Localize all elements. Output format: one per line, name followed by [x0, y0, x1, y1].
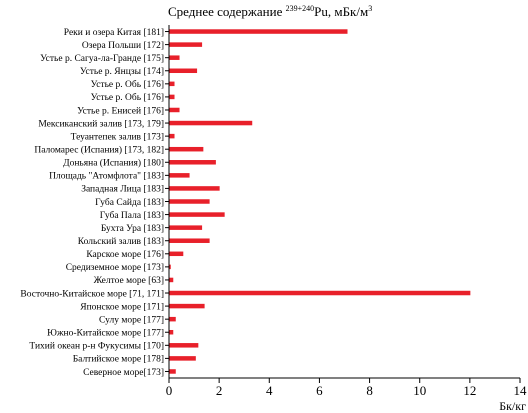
y-tick-label: Тихий океан р-н Фукусимы [170]	[29, 341, 164, 352]
chart-title-suffix: , мБк/м	[328, 4, 368, 19]
bar	[169, 120, 253, 126]
y-tick-label: Площадь "Атомфлота" [183]	[49, 171, 164, 182]
y-tick-label: Восточно-Китайское море [71, 171]	[20, 288, 164, 299]
bar	[169, 94, 175, 100]
bar	[169, 264, 171, 270]
bar	[169, 42, 203, 47]
y-tick-label: Реки и озера Китая [181]	[64, 28, 164, 38]
y-tick-label: Желтое море [63]	[94, 276, 164, 286]
bar	[169, 225, 203, 230]
bar	[169, 199, 210, 204]
chart-title-superscript: 239+240	[286, 4, 315, 13]
y-tick-label: Балтийское море [178]	[73, 354, 164, 365]
chart-title-prefix: Среднее содержание	[168, 4, 286, 19]
bar	[169, 316, 176, 322]
y-tick-label: Северное море[173]	[83, 368, 164, 378]
y-tick-label: Губа Пала [183]	[100, 210, 164, 221]
x-tick-label: 12	[463, 383, 476, 398]
bars	[169, 29, 471, 374]
x-tick-label: 14	[514, 383, 528, 398]
y-tick-label: Устье р. Янцзы [174]	[80, 67, 164, 77]
bar	[169, 133, 175, 139]
bar	[169, 146, 204, 152]
bar	[169, 186, 220, 191]
y-tick-label: Карское море [176]	[86, 250, 164, 260]
bar	[169, 212, 225, 217]
y-tick-label: Мексиканский залив [173, 179]	[38, 118, 164, 129]
x-tick-label: 4	[266, 383, 273, 398]
chart-title: Среднее содержание 239+240Pu, мБк/м3	[168, 4, 372, 19]
y-tick-label: Бухта Ура [183]	[101, 224, 164, 234]
y-tick-label: Паломарес (Испания) [173, 182]	[34, 145, 164, 156]
bar	[169, 343, 199, 348]
bar	[169, 160, 216, 165]
bar	[169, 303, 205, 309]
y-tick-label: Устье р. Енисей [176]	[77, 105, 164, 116]
x-axis-label: Бк/кг	[499, 399, 526, 413]
value-axis: 0 2 4 6 8 10 12 14	[166, 377, 528, 398]
y-tick-label: Доньяна (Испания) [180]	[63, 158, 164, 169]
chart-title-element: Pu	[314, 4, 328, 19]
bar	[169, 238, 210, 243]
x-tick-label: 0	[166, 383, 173, 398]
y-tick-label: Озера Польши [172]	[82, 41, 164, 51]
bar	[169, 29, 348, 34]
x-tick-label: 10	[413, 383, 426, 398]
bar	[169, 173, 190, 178]
y-tick-label: Устье р. Обь [176]	[91, 79, 164, 90]
y-tick-label: Губа Сайда [183]	[95, 197, 164, 208]
bar	[169, 251, 184, 257]
bar	[169, 68, 198, 74]
bar	[169, 356, 196, 361]
bar	[169, 81, 175, 87]
y-tick-label: Теуантепек залив [173]	[71, 132, 164, 142]
bar	[169, 369, 176, 374]
category-axis: Реки и озера Китая [181] Озера Польши [17…	[20, 25, 170, 378]
y-tick-label: Кольский залив [183]	[78, 236, 164, 247]
x-tick-label: 6	[316, 383, 323, 398]
x-tick-label: 8	[366, 383, 373, 398]
bar	[169, 290, 471, 296]
bar	[169, 55, 180, 60]
y-tick-label: Устье р. Обь [176]	[91, 92, 164, 103]
y-tick-label: Южно-Китайское море [177]	[47, 328, 164, 339]
y-tick-label: Средиземное море [173]	[66, 263, 164, 273]
y-tick-label: Западная Лица [183]	[81, 185, 164, 195]
bar	[169, 329, 174, 335]
y-tick-label: Сулу море [177]	[99, 315, 164, 325]
y-tick-label: Японское море [171]	[80, 302, 164, 312]
x-tick-label: 2	[216, 383, 223, 398]
bar	[169, 277, 174, 283]
y-tick-label: Устье р. Сагуа-ла-Гранде [175]	[40, 54, 164, 64]
chart-title-suffix-superscript: 3	[368, 4, 372, 13]
bar	[169, 107, 180, 113]
